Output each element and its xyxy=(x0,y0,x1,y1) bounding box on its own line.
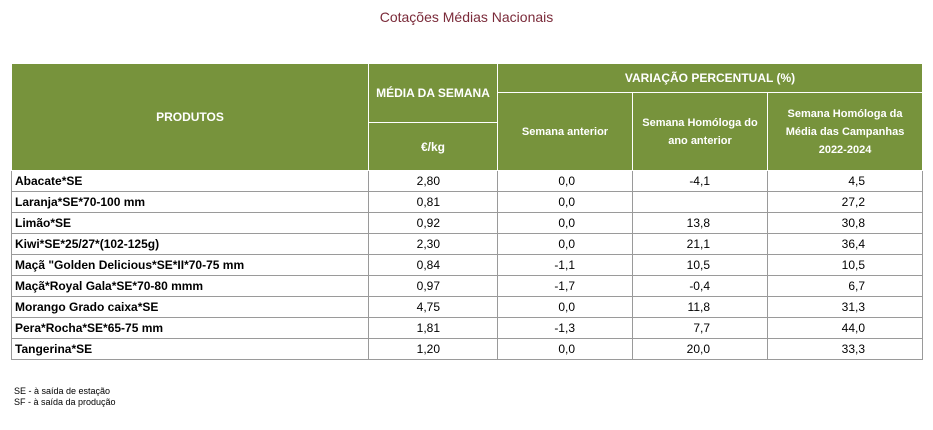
footnote: SE - à saída de estação xyxy=(14,386,111,396)
header-cell: PRODUTOS xyxy=(11,63,369,171)
value-cell: 6,7 xyxy=(766,275,924,297)
value-cell: 0,84 xyxy=(368,254,498,276)
value-cell: 21,1 xyxy=(632,233,768,255)
price-table: PRODUTOS MÉDIA DA SEMANA VARIAÇÃO PERCEN… xyxy=(11,63,924,360)
product-cell: Laranja*SE*70-100 mm xyxy=(11,191,369,213)
table-row: Maçã "Golden Delicious*SE*II*70-75 mm 0,8… xyxy=(11,254,924,276)
value-cell xyxy=(632,191,768,213)
value-cell: 13,8 xyxy=(632,212,768,234)
value-cell: 0,0 xyxy=(497,170,633,192)
value-cell: 2,80 xyxy=(368,170,498,192)
product-cell: Maçã*Royal Gala*SE*70-80 mmm xyxy=(11,275,369,297)
value-cell: 1,81 xyxy=(368,317,498,339)
value-cell: 0,0 xyxy=(497,296,633,318)
value-cell: 0,0 xyxy=(497,338,633,360)
header-cell: Semana Homóloga do ano anterior xyxy=(632,92,768,171)
table-body: Abacate*SE 2,80 0,0 -4,1 4,5 Laranja*SE*70-10… xyxy=(11,170,924,360)
product-cell: Morango Grado caixa*SE xyxy=(11,296,369,318)
value-cell: -0,4 xyxy=(632,275,768,297)
value-cell: 0,81 xyxy=(368,191,498,213)
product-cell: Limão*SE xyxy=(11,212,369,234)
table-row: Tangerina*SE 1,20 0,0 20,0 33,3 xyxy=(11,338,924,360)
value-cell: 0,97 xyxy=(368,275,498,297)
value-cell: -1,1 xyxy=(497,254,633,276)
header-cell: Semana anterior xyxy=(497,92,633,171)
value-cell: 10,5 xyxy=(766,254,924,276)
value-cell: 44,0 xyxy=(766,317,924,339)
value-cell: 36,4 xyxy=(766,233,924,255)
table-row: Pera*Rocha*SE*65-75 mm 1,81 -1,3 7,7 44,0 xyxy=(11,317,924,339)
header-cell: VARIAÇÃO PERCENTUAL (%) xyxy=(496,63,924,93)
product-cell: Maçã "Golden Delicious*SE*II*70-75 mm xyxy=(11,254,369,276)
table-row: Maçã*Royal Gala*SE*70-80 mmm 0,97 -1,7 -0,4… xyxy=(11,275,924,297)
header-cell: €/kg xyxy=(368,122,498,171)
value-cell: 4,75 xyxy=(368,296,498,318)
table-row: Laranja*SE*70-100 mm 0,81 0,0 27,2 xyxy=(11,191,924,213)
value-cell: -1,3 xyxy=(497,317,633,339)
header-cell: MÉDIA DA SEMANA xyxy=(368,63,498,123)
header-cell: Semana Homóloga da Média das Campanhas 2… xyxy=(766,92,924,171)
value-cell: 33,3 xyxy=(766,338,924,360)
product-cell: Pera*Rocha*SE*65-75 mm xyxy=(11,317,369,339)
footnote: SF - à saída da produção xyxy=(14,397,116,407)
value-cell: 0,0 xyxy=(497,233,633,255)
product-cell: Abacate*SE xyxy=(11,170,369,192)
value-cell: 10,5 xyxy=(632,254,768,276)
value-cell: 2,30 xyxy=(368,233,498,255)
value-cell: 7,7 xyxy=(632,317,768,339)
value-cell: 0,0 xyxy=(497,191,633,213)
table-row: Limão*SE 0,92 0,0 13,8 30,8 xyxy=(11,212,924,234)
value-cell: 4,5 xyxy=(766,170,924,192)
value-cell: 0,92 xyxy=(368,212,498,234)
value-cell: -4,1 xyxy=(632,170,768,192)
table-row: Abacate*SE 2,80 0,0 -4,1 4,5 xyxy=(11,170,924,192)
table-row: Kiwi*SE*25/27*(102-125g) 2,30 0,0 21,1 36,4 xyxy=(11,233,924,255)
value-cell: 0,0 xyxy=(497,212,633,234)
value-cell: 27,2 xyxy=(766,191,924,213)
value-cell: 1,20 xyxy=(368,338,498,360)
value-cell: -1,7 xyxy=(497,275,633,297)
table-row: Morango Grado caixa*SE 4,75 0,0 11,8 31,3 xyxy=(11,296,924,318)
product-cell: Tangerina*SE xyxy=(11,338,369,360)
value-cell: 31,3 xyxy=(766,296,924,318)
product-cell: Kiwi*SE*25/27*(102-125g) xyxy=(11,233,369,255)
value-cell: 20,0 xyxy=(632,338,768,360)
title: Cotações Médias Nacionais xyxy=(379,9,554,25)
value-cell: 11,8 xyxy=(632,296,768,318)
value-cell: 30,8 xyxy=(766,212,924,234)
